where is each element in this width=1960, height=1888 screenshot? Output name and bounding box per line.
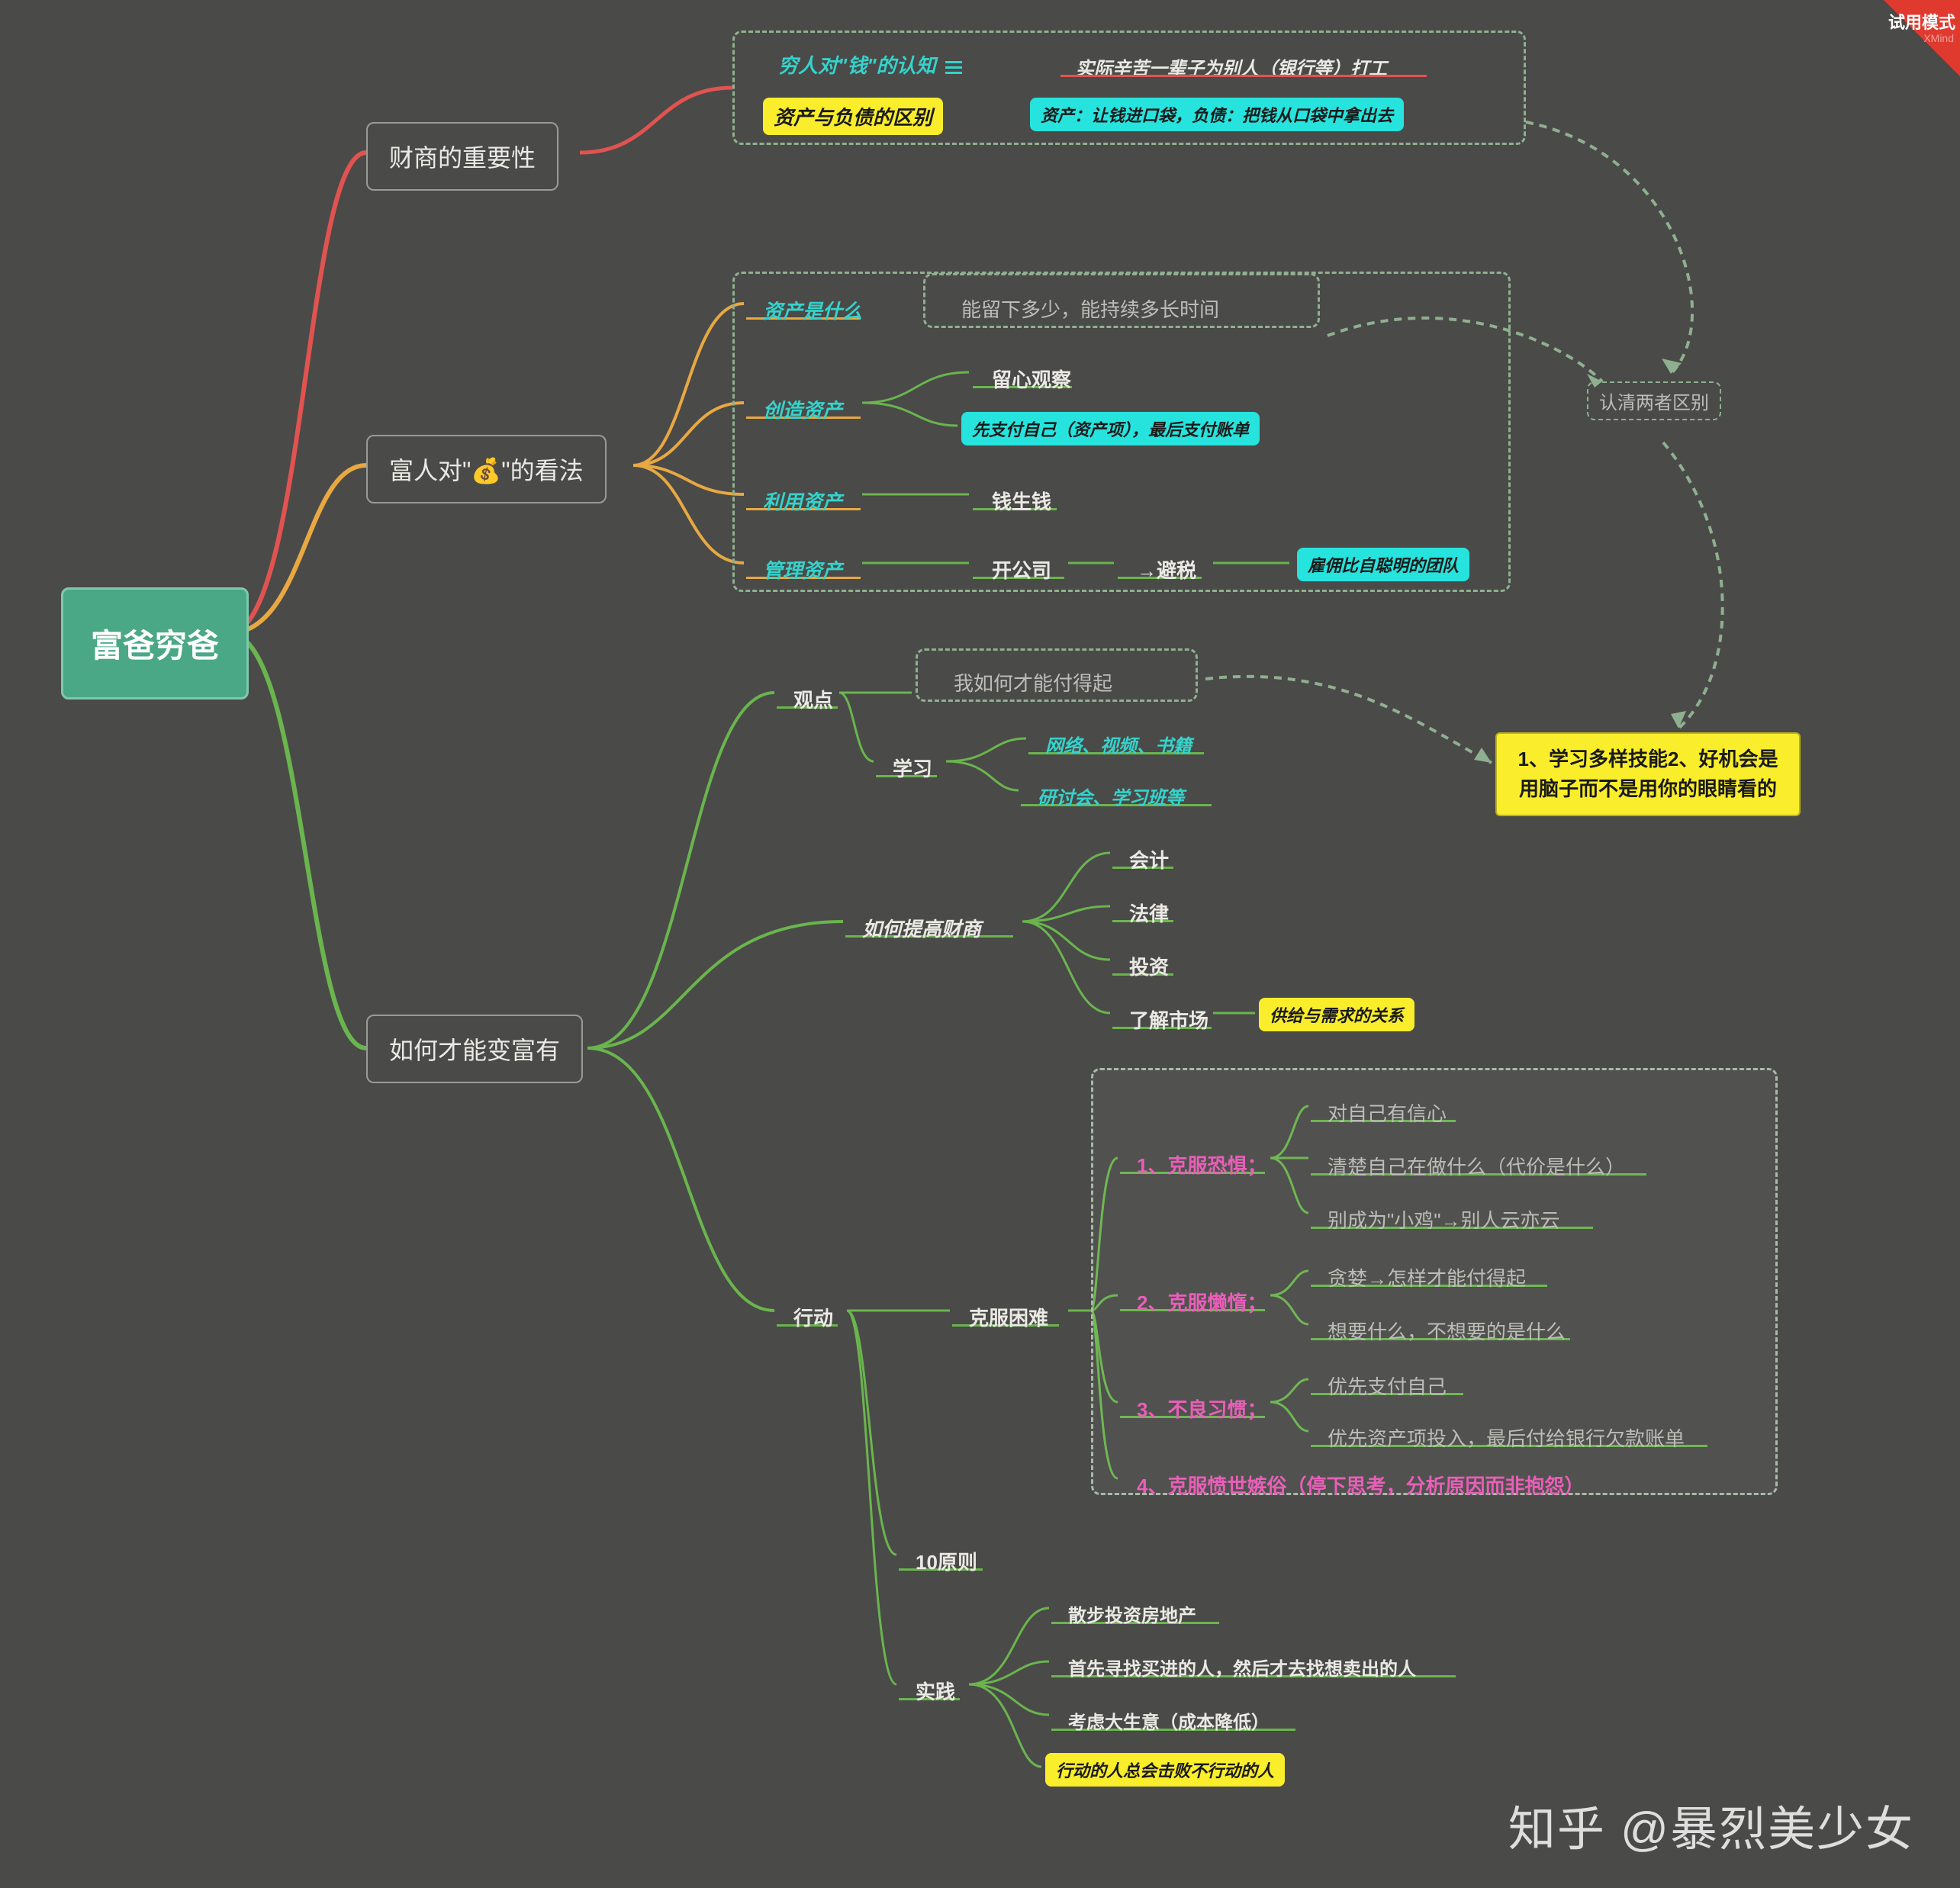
b3-fear-b[interactable]: 清楚自己在做什么（代价是什么） [1312,1146,1640,1186]
b2-manage-asset[interactable]: 管理资产 [748,549,858,590]
b3-action[interactable]: 行动 [778,1297,848,1337]
b3-10rules[interactable]: 10原则 [900,1541,993,1581]
b3-invest[interactable]: 投资 [1114,946,1184,986]
b3-habit-a[interactable]: 优先支付自己 [1312,1365,1462,1406]
ul [1060,75,1427,77]
b2-what-asset-note[interactable]: 能留下多少，能持续多长时间 [946,288,1234,329]
b2-create-asset[interactable]: 创造资产 [748,389,858,429]
b3-viewpoint[interactable]: 观点 [778,679,848,719]
b3-practice[interactable]: 实践 [900,1671,970,1711]
b3-lazy-a[interactable]: 贪婪→怎样才能付得起 [1312,1257,1541,1298]
notes-icon [945,58,962,77]
branch-how-rich[interactable]: 如何才能变富有 [366,1015,583,1083]
b3-accounting[interactable]: 会计 [1114,839,1184,880]
b1-asset-liability[interactable]: 资产与负债的区别 [763,98,943,135]
b3-study-net[interactable]: 网络、视频、书籍 [1030,725,1207,764]
yellow-summary-note[interactable]: 1、学习多样技能2、好机会是用脑子而不是用你的眼睛看的 [1495,732,1801,816]
b3-practice-c[interactable]: 考虑大生意（成本降低） [1053,1701,1285,1740]
b2-money-grow[interactable]: 钱生钱 [977,481,1067,521]
b3-cynicism[interactable]: 4、克服愤世嫉俗（停下思考，分析原因而非抱怨） [1122,1465,1747,1505]
b3-study[interactable]: 学习 [877,748,948,788]
b2-hire-team[interactable]: 雇佣比自聪明的团队 [1297,548,1469,581]
b1-asset-liability-note[interactable]: 资产：让钱进口袋，负债：把钱从口袋中拿出去 [1030,98,1404,131]
b3-overcome[interactable]: 克服困难 [954,1297,1064,1337]
b3-practice-d[interactable]: 行动的人总会击败不行动的人 [1045,1753,1285,1787]
b3-habit-b[interactable]: 优先资产项投入，最后付给银行欠款账单 [1312,1417,1700,1458]
b2-what-asset[interactable]: 资产是什么 [748,290,877,330]
b3-law[interactable]: 法律 [1114,893,1184,933]
b2-open-company[interactable]: 开公司 [977,549,1067,590]
b3-study-class[interactable]: 研讨会、学习班等 [1022,777,1199,815]
b3-how-afford[interactable]: 我如何才能付得起 [938,662,1128,703]
b3-fear-c[interactable]: 别成为"小鸡"→别人云亦云 [1312,1199,1575,1240]
b2-tax[interactable]: →避税 [1122,549,1212,590]
trial-badge-text: 试用模式 [1888,9,1955,34]
callout-distinguish[interactable]: 认清两者区别 [1587,381,1721,420]
b3-fear-a[interactable]: 对自己有信心 [1312,1092,1462,1133]
b3-practice-b[interactable]: 首先寻找买进的人，然后才去找想卖出的人 [1053,1648,1431,1687]
b3-habit[interactable]: 3、不良习惯； [1122,1388,1282,1429]
b3-lazy[interactable]: 2、克服懒惰； [1122,1282,1282,1322]
root-node[interactable]: 富爸穷爸 [61,587,249,700]
b1-poor-note[interactable]: 实际辛苦一辈子为别人（银行等）打工 [1060,47,1402,86]
trial-badge-sub: XMind [1923,32,1954,44]
watermark-text: 知乎 @暴烈美少女 [1508,1790,1914,1859]
b3-market[interactable]: 了解市场 [1114,999,1224,1040]
branch-financial-iq[interactable]: 财商的重要性 [366,122,558,191]
b3-practice-a[interactable]: 散步投资房地产 [1053,1594,1212,1633]
b3-improve-fq[interactable]: 如何提高财商 [847,908,996,948]
b2-pay-self-first[interactable]: 先支付自己（资产项），最后支付账单 [961,412,1260,445]
branch-rich-view[interactable]: 富人对"💰"的看法 [366,435,607,503]
b3-lazy-b[interactable]: 想要什么，不想要的是什么 [1312,1311,1581,1351]
b2-use-asset[interactable]: 利用资产 [748,481,858,521]
b3-supply-demand[interactable]: 供给与需求的关系 [1259,998,1414,1031]
b1-poor-cognition[interactable]: 穷人对"钱"的认知 [763,44,977,85]
b3-fear[interactable]: 1、克服恐惧； [1122,1144,1282,1185]
b2-observe[interactable]: 留心观察 [977,359,1086,399]
